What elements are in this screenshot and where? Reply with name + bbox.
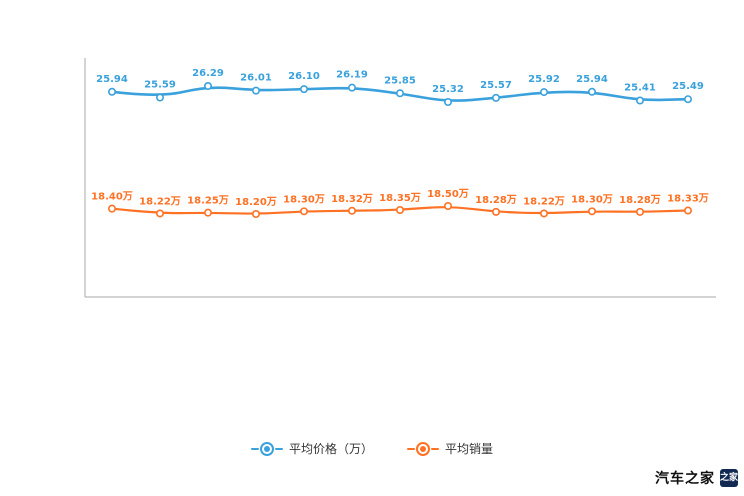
data-point[interactable] <box>587 87 596 96</box>
data-label: 18.32万 <box>331 193 373 205</box>
data-label: 26.01 <box>240 73 272 84</box>
data-label: 18.22万 <box>139 195 181 207</box>
data-point[interactable] <box>395 89 404 98</box>
data-label: 18.20万 <box>235 196 277 208</box>
data-label: 25.85 <box>384 75 416 86</box>
data-label: 25.59 <box>144 80 176 91</box>
data-point[interactable] <box>347 206 356 215</box>
legend-item-sales[interactable]: 平均销量 <box>407 440 493 457</box>
autohome-logo-icon: 之家 <box>720 469 738 487</box>
data-label: 18.25万 <box>187 195 229 207</box>
data-label: 18.33万 <box>667 193 709 205</box>
data-point[interactable] <box>108 204 117 213</box>
legend-line-icon <box>274 447 283 450</box>
data-label: 25.32 <box>432 84 464 95</box>
data-point[interactable] <box>347 83 356 92</box>
data-point[interactable] <box>683 206 692 215</box>
data-label: 18.50万 <box>427 188 469 200</box>
data-point[interactable] <box>587 207 596 216</box>
data-label: 25.41 <box>624 83 656 94</box>
series-points <box>108 82 692 219</box>
data-point[interactable] <box>683 95 692 104</box>
data-label: 26.19 <box>336 70 368 81</box>
data-point[interactable] <box>299 85 308 94</box>
data-point[interactable] <box>539 88 548 97</box>
watermark: 汽车之家 之家 <box>655 468 738 488</box>
legend-item-price[interactable]: 平均价格（万） <box>250 440 373 457</box>
data-point[interactable] <box>443 98 452 107</box>
data-point[interactable] <box>156 209 165 218</box>
data-point[interactable] <box>108 87 117 96</box>
data-label: 18.35万 <box>379 192 421 204</box>
data-label: 18.22万 <box>523 195 565 207</box>
watermark-brand-text: 汽车之家 <box>655 471 715 487</box>
legend-marker-icon <box>416 441 430 456</box>
data-label: 26.29 <box>192 68 224 79</box>
data-label: 26.10 <box>288 71 320 82</box>
data-label: 18.30万 <box>571 193 613 205</box>
data-label: 18.40万 <box>91 191 133 203</box>
data-point[interactable] <box>635 96 644 105</box>
chart-legend: 平均价格（万） 平均销量 <box>0 440 744 457</box>
data-label: 18.28万 <box>475 194 517 206</box>
data-point[interactable] <box>491 207 500 216</box>
data-point[interactable] <box>156 93 165 102</box>
data-point[interactable] <box>204 82 213 91</box>
data-point[interactable] <box>395 206 404 215</box>
data-label: 25.94 <box>576 74 608 85</box>
series-labels: 25.94 25.59 26.29 26.01 26.10 26.19 25.85 25.32… <box>91 68 709 208</box>
data-point[interactable] <box>635 207 644 216</box>
data-point[interactable] <box>252 210 261 219</box>
legend-label-sales: 平均销量 <box>445 442 494 456</box>
data-label: 25.94 <box>96 74 128 85</box>
data-label: 25.57 <box>480 80 512 91</box>
data-label: 25.49 <box>672 81 704 92</box>
legend-marker-icon <box>259 441 274 456</box>
data-label: 18.30万 <box>283 193 325 205</box>
legend-label-price: 平均价格（万） <box>288 442 373 456</box>
data-label: 25.92 <box>528 74 560 85</box>
data-point[interactable] <box>204 208 213 217</box>
data-point[interactable] <box>299 207 308 216</box>
data-label: 18.28万 <box>619 194 661 206</box>
data-point[interactable] <box>443 202 452 211</box>
data-point[interactable] <box>491 93 500 102</box>
legend-line-icon <box>407 447 415 450</box>
legend-line-icon <box>431 447 439 450</box>
data-point[interactable] <box>539 209 548 218</box>
legend-line-icon <box>250 447 259 450</box>
data-point[interactable] <box>252 86 261 95</box>
